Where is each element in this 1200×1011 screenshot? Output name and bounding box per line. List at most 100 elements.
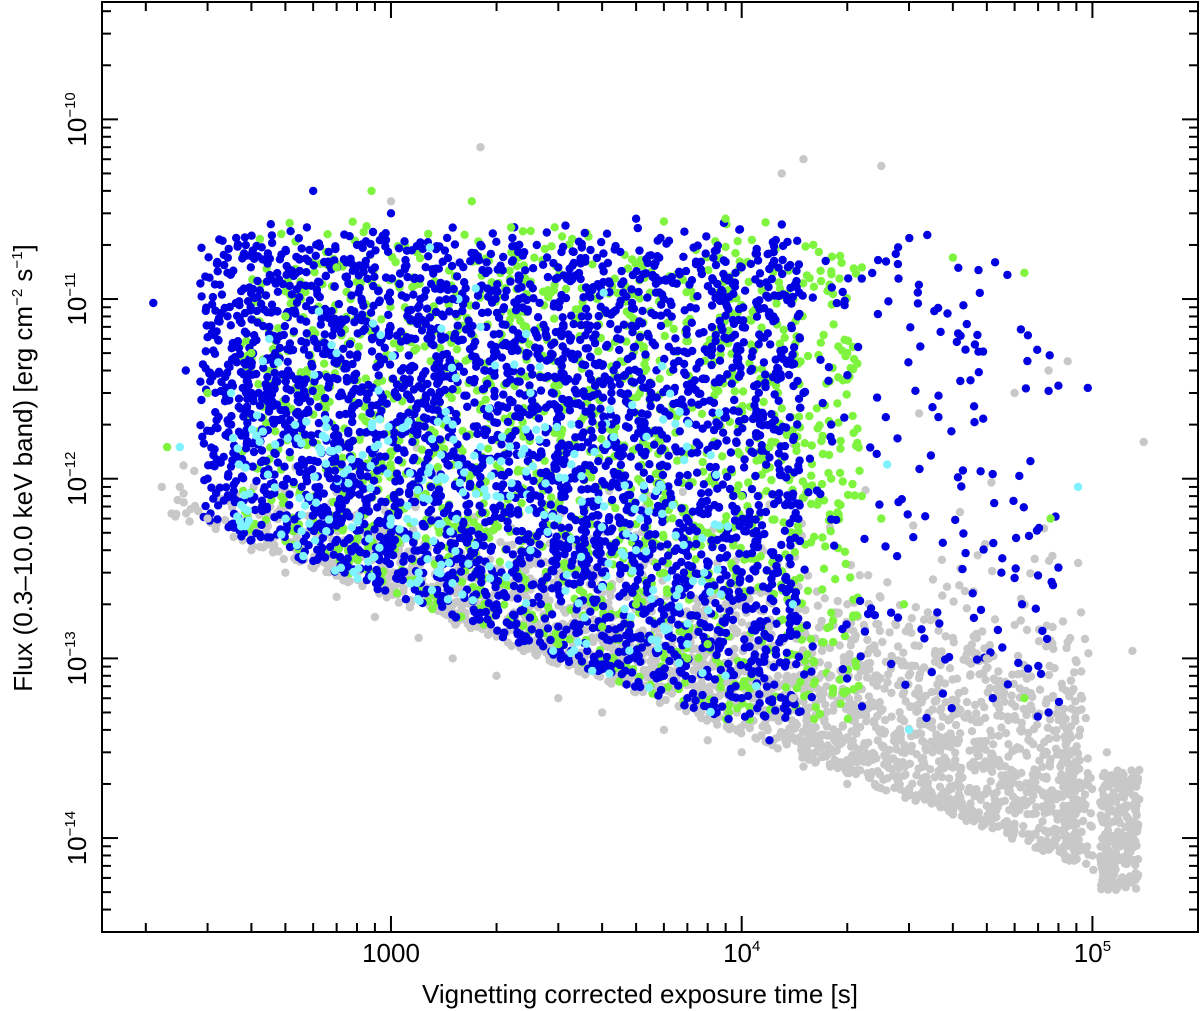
data-point bbox=[1004, 740, 1013, 749]
data-point bbox=[871, 781, 880, 790]
data-point bbox=[727, 465, 736, 474]
data-point bbox=[816, 266, 825, 275]
data-point bbox=[814, 247, 823, 257]
data-point bbox=[302, 223, 312, 232]
data-point bbox=[1119, 793, 1129, 802]
data-point bbox=[699, 397, 708, 406]
data-point bbox=[1073, 757, 1082, 766]
data-point bbox=[813, 424, 822, 433]
data-point bbox=[1008, 747, 1017, 756]
data-point bbox=[348, 417, 357, 427]
data-point bbox=[893, 642, 903, 651]
data-point bbox=[767, 475, 776, 485]
data-point bbox=[818, 638, 827, 647]
data-point bbox=[927, 723, 937, 732]
data-point bbox=[774, 733, 783, 742]
data-point bbox=[828, 637, 838, 647]
data-point bbox=[821, 700, 830, 709]
data-point bbox=[819, 496, 829, 505]
data-point bbox=[1052, 733, 1061, 742]
data-point bbox=[798, 493, 807, 502]
data-point bbox=[542, 253, 552, 262]
data-point bbox=[946, 731, 955, 740]
data-point bbox=[986, 726, 995, 735]
data-point bbox=[500, 600, 509, 609]
data-point bbox=[389, 339, 399, 348]
data-point bbox=[457, 577, 467, 586]
data-point bbox=[545, 596, 554, 605]
data-point bbox=[1030, 554, 1039, 564]
data-point bbox=[586, 245, 595, 255]
data-point bbox=[813, 500, 822, 509]
data-point bbox=[744, 277, 753, 287]
data-point bbox=[663, 682, 672, 692]
data-point bbox=[450, 240, 460, 249]
data-point bbox=[519, 621, 528, 631]
data-point bbox=[294, 234, 303, 243]
data-point bbox=[982, 801, 991, 810]
data-point bbox=[1000, 796, 1009, 806]
data-point bbox=[1098, 834, 1107, 843]
data-point bbox=[557, 232, 567, 241]
data-point bbox=[761, 218, 770, 227]
data-point bbox=[1066, 676, 1076, 685]
data-point bbox=[1011, 770, 1020, 779]
data-point bbox=[807, 739, 816, 748]
data-point bbox=[732, 628, 741, 638]
data-point bbox=[848, 595, 858, 604]
data-point bbox=[543, 602, 553, 612]
data-point bbox=[623, 354, 633, 364]
data-point bbox=[758, 722, 767, 731]
data-point bbox=[1019, 822, 1028, 831]
data-point bbox=[849, 364, 858, 374]
data-point bbox=[845, 650, 854, 659]
data-point bbox=[819, 750, 828, 760]
data-point bbox=[547, 493, 556, 502]
data-point bbox=[955, 729, 965, 738]
data-point bbox=[1029, 791, 1038, 800]
data-point bbox=[805, 454, 815, 463]
data-point bbox=[536, 599, 545, 609]
data-point bbox=[774, 715, 783, 725]
data-point bbox=[640, 360, 649, 369]
data-point bbox=[1036, 669, 1046, 679]
data-point bbox=[1127, 878, 1136, 887]
data-point bbox=[312, 392, 322, 401]
data-point bbox=[1072, 657, 1081, 667]
data-point bbox=[1031, 809, 1041, 818]
data-point bbox=[279, 554, 288, 564]
data-point bbox=[999, 688, 1009, 697]
data-point bbox=[1111, 885, 1121, 895]
data-point bbox=[875, 698, 884, 707]
data-point bbox=[1102, 849, 1111, 858]
data-point bbox=[283, 357, 292, 366]
data-point bbox=[1073, 780, 1083, 789]
data-point bbox=[835, 251, 845, 261]
data-point bbox=[1059, 782, 1068, 791]
data-point bbox=[680, 368, 689, 377]
data-point bbox=[1054, 381, 1063, 390]
data-point bbox=[869, 716, 878, 726]
data-point bbox=[733, 704, 742, 713]
data-point bbox=[190, 466, 199, 476]
data-point bbox=[241, 240, 250, 250]
data-point bbox=[377, 315, 386, 324]
data-point bbox=[829, 320, 838, 329]
data-point bbox=[1034, 637, 1044, 646]
data-point bbox=[841, 766, 850, 775]
data-point bbox=[1001, 729, 1011, 738]
data-point bbox=[361, 374, 370, 383]
data-point bbox=[904, 358, 913, 367]
data-point bbox=[718, 428, 728, 437]
data-point bbox=[1015, 471, 1024, 481]
data-point bbox=[737, 618, 746, 627]
data-point bbox=[1015, 744, 1025, 753]
data-point bbox=[852, 758, 862, 767]
data-point bbox=[849, 685, 858, 694]
data-point bbox=[1032, 766, 1041, 776]
data-point bbox=[718, 452, 727, 461]
data-point bbox=[285, 490, 294, 499]
data-point bbox=[838, 721, 847, 730]
data-point bbox=[1045, 715, 1055, 724]
